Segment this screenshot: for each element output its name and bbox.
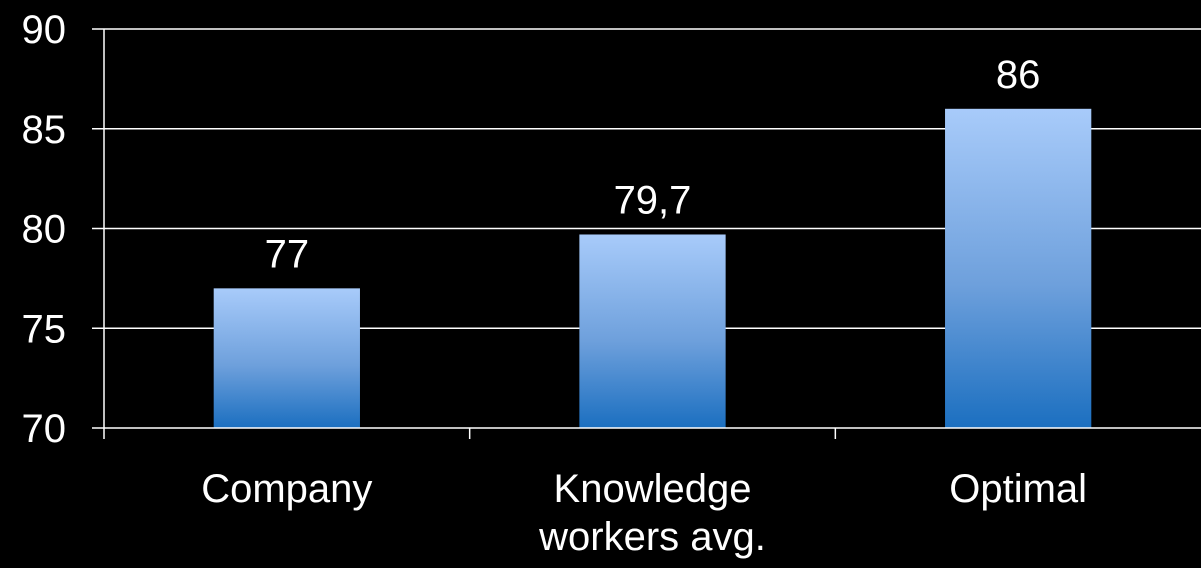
bars bbox=[213, 108, 1092, 429]
y-tick-label: 85 bbox=[22, 108, 67, 152]
bar-2 bbox=[945, 108, 1092, 429]
bar-0 bbox=[213, 288, 360, 428]
bar-1 bbox=[579, 234, 726, 428]
data-label-1: 79,7 bbox=[614, 178, 692, 222]
y-tick-label: 80 bbox=[22, 208, 67, 252]
y-tick-label: 70 bbox=[22, 407, 67, 451]
category-label-line: workers avg. bbox=[538, 515, 766, 559]
category-label-line: Knowledge bbox=[554, 467, 752, 511]
y-tick-label: 90 bbox=[22, 8, 67, 52]
category-label-line: Company bbox=[201, 467, 372, 511]
labels: 70 75 80 85 90 77 Company 79,7 Knowledge workers … bbox=[22, 8, 1088, 559]
data-label-2: 86 bbox=[996, 53, 1041, 97]
axes bbox=[92, 29, 1201, 439]
data-label-0: 77 bbox=[265, 232, 310, 276]
category-label-2: Optimal bbox=[949, 467, 1087, 511]
category-label-line: Optimal bbox=[949, 467, 1087, 511]
category-label-1: Knowledge workers avg. bbox=[538, 467, 766, 559]
category-label-0: Company bbox=[201, 467, 372, 511]
y-tick-label: 75 bbox=[22, 307, 67, 351]
